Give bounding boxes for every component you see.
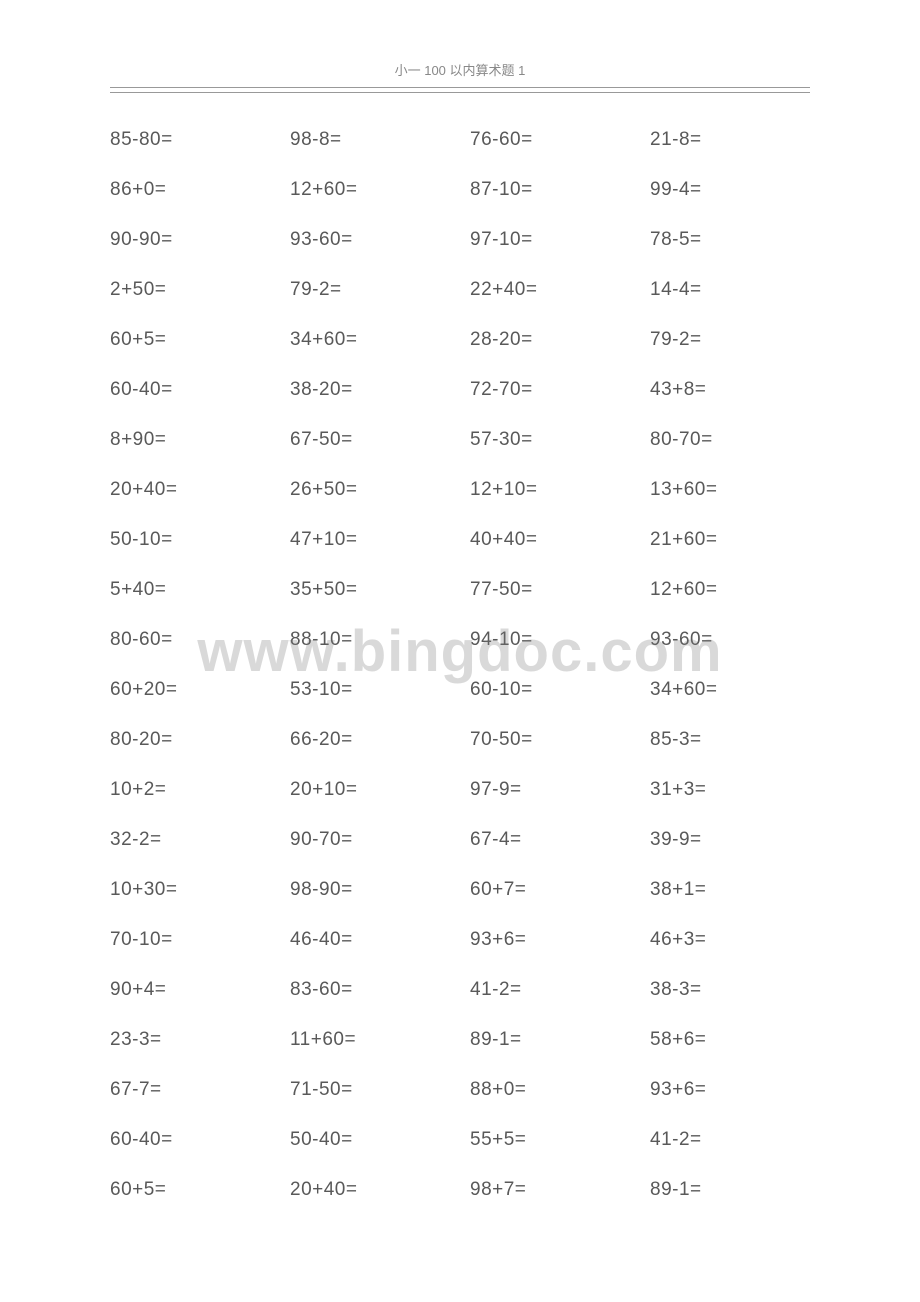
problem-cell: 34+60= <box>650 679 810 701</box>
problem-cell: 80-60= <box>110 629 270 651</box>
problem-cell: 88+0= <box>470 1079 630 1101</box>
problem-cell: 90+4= <box>110 979 270 1001</box>
problem-cell: 88-10= <box>290 629 450 651</box>
problem-cell: 28-20= <box>470 329 630 351</box>
problem-cell: 66-20= <box>290 729 450 751</box>
problem-cell: 2+50= <box>110 279 270 301</box>
problem-cell: 98-8= <box>290 129 450 151</box>
page-header: 小一 100 以内算术题 1 <box>110 60 810 88</box>
problem-cell: 67-4= <box>470 829 630 851</box>
problem-cell: 87-10= <box>470 179 630 201</box>
problem-cell: 12+60= <box>650 579 810 601</box>
problem-cell: 40+40= <box>470 529 630 551</box>
problem-cell: 31+3= <box>650 779 810 801</box>
problem-cell: 46+3= <box>650 929 810 951</box>
problem-cell: 94-10= <box>470 629 630 651</box>
problem-cell: 70-50= <box>470 729 630 751</box>
problem-cell: 55+5= <box>470 1129 630 1151</box>
problem-cell: 77-50= <box>470 579 630 601</box>
problem-cell: 79-2= <box>290 279 450 301</box>
problem-cell: 11+60= <box>290 1029 450 1051</box>
problem-cell: 34+60= <box>290 329 450 351</box>
problem-cell: 60+7= <box>470 879 630 901</box>
problem-cell: 78-5= <box>650 229 810 251</box>
problem-cell: 60-40= <box>110 379 270 401</box>
problem-cell: 60-40= <box>110 1129 270 1151</box>
problem-cell: 20+40= <box>290 1179 450 1201</box>
problem-cell: 41-2= <box>650 1129 810 1151</box>
problem-cell: 99-4= <box>650 179 810 201</box>
problem-cell: 72-70= <box>470 379 630 401</box>
problem-cell: 46-40= <box>290 929 450 951</box>
problem-cell: 38-3= <box>650 979 810 1001</box>
problem-cell: 80-70= <box>650 429 810 451</box>
problem-cell: 35+50= <box>290 579 450 601</box>
problem-cell: 60+5= <box>110 1179 270 1201</box>
problem-cell: 98+7= <box>470 1179 630 1201</box>
problem-cell: 97-9= <box>470 779 630 801</box>
problem-cell: 47+10= <box>290 529 450 551</box>
problem-cell: 85-3= <box>650 729 810 751</box>
problem-cell: 93-60= <box>290 229 450 251</box>
problem-cell: 70-10= <box>110 929 270 951</box>
problem-cell: 57-30= <box>470 429 630 451</box>
problem-cell: 13+60= <box>650 479 810 501</box>
problem-cell: 67-7= <box>110 1079 270 1101</box>
problem-cell: 79-2= <box>650 329 810 351</box>
problem-cell: 50-40= <box>290 1129 450 1151</box>
problem-cell: 50-10= <box>110 529 270 551</box>
problem-cell: 60-10= <box>470 679 630 701</box>
problem-cell: 26+50= <box>290 479 450 501</box>
problem-cell: 41-2= <box>470 979 630 1001</box>
problem-cell: 12+60= <box>290 179 450 201</box>
problem-cell: 98-90= <box>290 879 450 901</box>
problem-cell: 89-1= <box>650 1179 810 1201</box>
problem-cell: 20+10= <box>290 779 450 801</box>
problem-cell: 39-9= <box>650 829 810 851</box>
problem-cell: 93-60= <box>650 629 810 651</box>
problem-cell: 43+8= <box>650 379 810 401</box>
problem-cell: 86+0= <box>110 179 270 201</box>
problem-cell: 5+40= <box>110 579 270 601</box>
problem-cell: 60+20= <box>110 679 270 701</box>
problem-cell: 21-8= <box>650 129 810 151</box>
problem-cell: 53-10= <box>290 679 450 701</box>
problem-cell: 76-60= <box>470 129 630 151</box>
problem-cell: 38-20= <box>290 379 450 401</box>
problem-cell: 10+30= <box>110 879 270 901</box>
problem-cell: 22+40= <box>470 279 630 301</box>
problem-cell: 85-80= <box>110 129 270 151</box>
problem-cell: 67-50= <box>290 429 450 451</box>
problem-cell: 93+6= <box>650 1079 810 1101</box>
problem-cell: 83-60= <box>290 979 450 1001</box>
problem-cell: 14-4= <box>650 279 810 301</box>
problem-cell: 89-1= <box>470 1029 630 1051</box>
problem-cell: 93+6= <box>470 929 630 951</box>
problem-cell: 90-70= <box>290 829 450 851</box>
header-divider <box>110 92 810 93</box>
problem-cell: 60+5= <box>110 329 270 351</box>
problem-cell: 8+90= <box>110 429 270 451</box>
problem-cell: 21+60= <box>650 529 810 551</box>
problem-cell: 38+1= <box>650 879 810 901</box>
header-title: 小一 100 以内算术题 1 <box>395 63 526 78</box>
problems-grid: 85-80= 98-8= 76-60= 21-8= 86+0= 12+60= 8… <box>110 129 810 1201</box>
problem-cell: 97-10= <box>470 229 630 251</box>
problem-cell: 12+10= <box>470 479 630 501</box>
problem-cell: 20+40= <box>110 479 270 501</box>
problem-cell: 80-20= <box>110 729 270 751</box>
problem-cell: 90-90= <box>110 229 270 251</box>
problem-cell: 71-50= <box>290 1079 450 1101</box>
problem-cell: 32-2= <box>110 829 270 851</box>
problem-cell: 23-3= <box>110 1029 270 1051</box>
problem-cell: 58+6= <box>650 1029 810 1051</box>
problem-cell: 10+2= <box>110 779 270 801</box>
